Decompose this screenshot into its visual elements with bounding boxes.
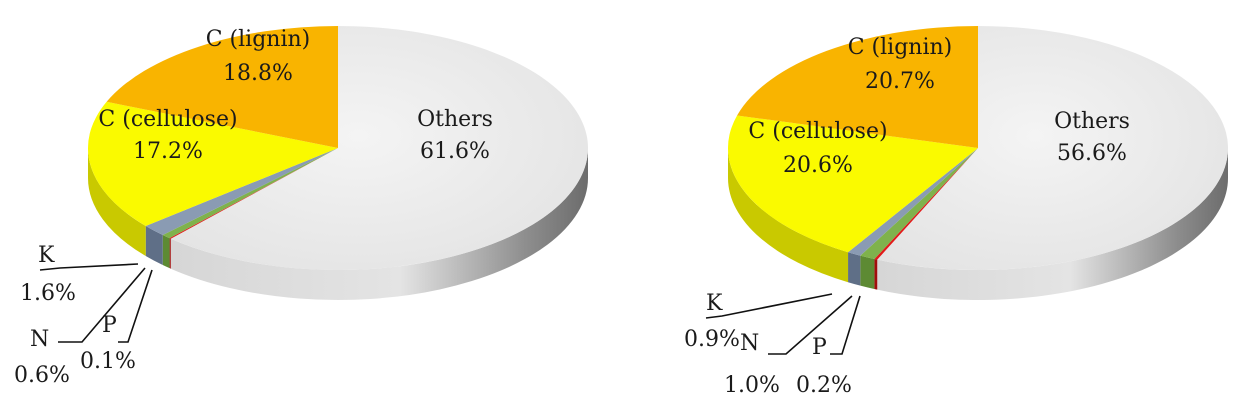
leader-line-n <box>58 267 146 343</box>
slice-label-p: P <box>812 335 827 360</box>
leader-line-p <box>830 295 861 355</box>
pie-side-k <box>848 252 861 286</box>
pie-slice-n <box>162 148 338 239</box>
slice-value-others: 56.6% <box>1057 141 1127 166</box>
pie-side-k <box>145 225 163 266</box>
leader-line-k <box>705 293 833 319</box>
pie-slice-c-cellulose <box>728 115 978 253</box>
pie-chart-right: Others 56.6% P 0.2% N 1.0% K 0.9% C (cellulose) 2… <box>684 26 1229 398</box>
pie-side-p <box>169 238 171 269</box>
slice-label-k: K <box>706 291 723 316</box>
slice-label-n: N <box>740 331 759 356</box>
slice-label-p: P <box>102 313 117 338</box>
pie-slice-k <box>848 148 978 256</box>
pie-slice-n <box>860 148 978 260</box>
leader-line-n <box>768 295 853 355</box>
pie-labels: Others 56.6% P 0.2% N 1.0% K 0.9% C (cellulose) 2… <box>684 35 1130 398</box>
slice-label-c-cellulose: C (cellulose) <box>748 119 887 144</box>
slice-label-c-cellulose: C (cellulose) <box>98 107 237 132</box>
slice-value-others: 61.6% <box>420 139 490 164</box>
pie-chart-left: Others 61.6% P 0.1% N 0.6% K 1.6% C (cellulose) 1… <box>14 26 589 388</box>
slice-value-c-cellulose: 17.2% <box>133 139 203 164</box>
slice-label-n: N <box>30 327 49 352</box>
pie-labels: Others 61.6% P 0.1% N 0.6% K 1.6% C (cellulose) 1… <box>14 27 493 388</box>
slice-label-c-lignin: C (lignin) <box>848 35 953 60</box>
pie-slice-others <box>877 26 1229 271</box>
pie-slice-p <box>169 148 338 239</box>
slice-value-n: 0.6% <box>14 363 70 388</box>
slice-value-p: 0.2% <box>796 373 852 398</box>
leader-line-k <box>39 263 139 271</box>
pie-slice-p <box>874 148 978 260</box>
pie-slice-c-lignin <box>106 26 339 148</box>
pie-top <box>728 26 1229 271</box>
pie-top <box>88 26 589 271</box>
pie-side-n <box>162 235 170 269</box>
slice-value-p: 0.1% <box>80 349 136 374</box>
pie-side-c-cellulose <box>88 148 146 256</box>
pie-slice-c-cellulose <box>88 101 339 226</box>
slice-label-others: Others <box>1054 109 1130 134</box>
pie-slice-others <box>170 26 589 271</box>
pie-side-p <box>874 259 878 290</box>
slice-value-c-lignin: 18.8% <box>223 61 293 86</box>
slice-value-n: 1.0% <box>724 373 780 398</box>
pie-side-walls <box>88 148 588 300</box>
leader-line-p <box>118 269 153 343</box>
pie-side-others <box>877 148 1228 300</box>
slice-value-c-lignin: 20.7% <box>865 69 935 94</box>
slice-label-others: Others <box>417 107 493 132</box>
pie-side-others <box>170 148 588 300</box>
slice-label-k: K <box>38 243 55 268</box>
pie-side-c-cellulose <box>728 148 849 283</box>
pie-slice-c-lignin <box>737 26 978 148</box>
pie-slice-k <box>145 148 338 236</box>
pie-side-walls <box>728 148 1228 300</box>
slice-value-k: 0.9% <box>684 327 740 352</box>
pie-side-n <box>860 255 875 290</box>
slice-value-k: 1.6% <box>20 281 76 306</box>
slice-label-c-lignin: C (lignin) <box>206 27 311 52</box>
slice-value-c-cellulose: 20.6% <box>783 153 853 178</box>
